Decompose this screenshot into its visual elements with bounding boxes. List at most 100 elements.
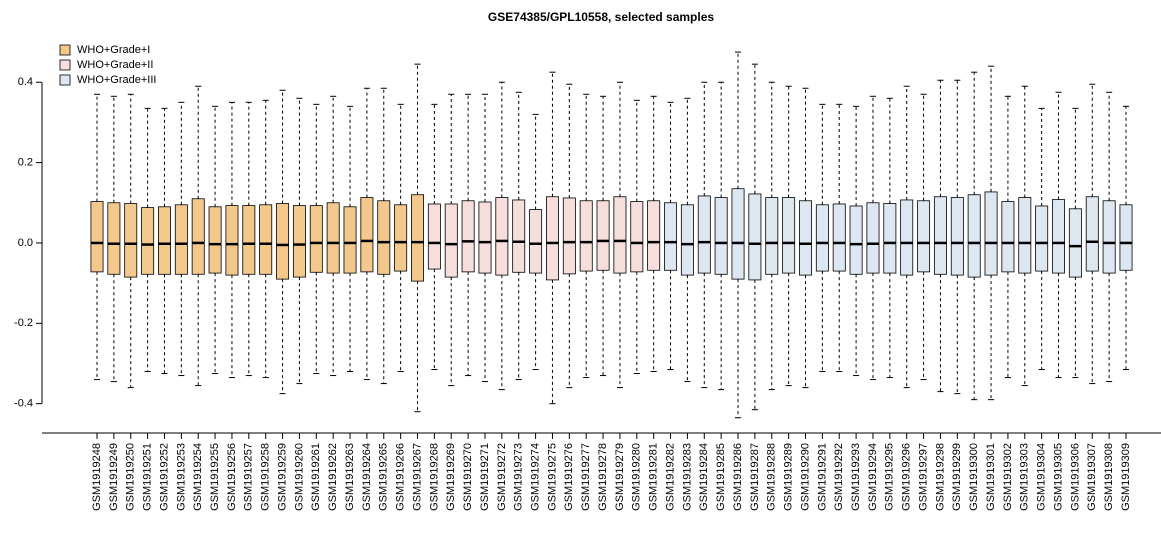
box (849, 205, 863, 275)
x-tick-label: GSM1919290 (799, 443, 811, 511)
box (343, 206, 357, 274)
x-tick-label: GSM1919300 (968, 443, 980, 511)
legend-label: WHO+Grade+I (77, 44, 150, 56)
x-tick-label: GSM1919251 (142, 443, 154, 511)
x-tick-label: GSM1919292 (833, 443, 845, 511)
box (562, 197, 576, 275)
x-tick-label: GSM1919264 (361, 443, 373, 511)
box (680, 204, 694, 276)
box (596, 200, 610, 271)
box (225, 205, 239, 276)
box (276, 203, 290, 280)
legend-swatch (59, 74, 71, 86)
x-tick-label: GSM1919275 (546, 443, 558, 511)
x-tick-label: GSM1919266 (395, 443, 407, 511)
box (933, 196, 947, 275)
x-tick-label: GSM1919257 (243, 443, 255, 511)
box (191, 198, 205, 275)
box (411, 194, 424, 282)
box (866, 202, 880, 274)
box (1018, 197, 1032, 274)
box (360, 197, 374, 273)
box (613, 196, 627, 274)
legend-swatch (59, 44, 71, 56)
x-tick-label: GSM1919301 (985, 443, 997, 511)
x-tick-label: GSM1919258 (260, 443, 272, 511)
box (950, 197, 964, 276)
box (647, 200, 661, 271)
box (1052, 199, 1065, 274)
box (141, 207, 155, 275)
box (495, 197, 509, 276)
y-tick-label: 0.2 (18, 156, 33, 168)
x-tick-label: GSM1919285 (715, 443, 727, 511)
x-tick-label: GSM1919249 (108, 443, 120, 511)
x-tick-label: GSM1919269 (445, 443, 457, 511)
x-tick-label: GSM1919289 (783, 443, 795, 511)
box (427, 203, 441, 270)
box (815, 204, 829, 272)
x-tick-label: GSM1919294 (867, 443, 879, 511)
x-tick-label: GSM1919305 (1052, 443, 1064, 511)
box (478, 201, 492, 274)
box (883, 203, 897, 274)
x-tick-label: GSM1919274 (529, 443, 541, 511)
box (967, 194, 981, 278)
x-tick-label: GSM1919298 (934, 443, 946, 511)
x-tick-label: GSM1919288 (766, 443, 778, 511)
box (461, 200, 475, 273)
x-tick-label: GSM1919260 (293, 443, 305, 511)
box (529, 209, 543, 274)
x-tick-label: GSM1919286 (732, 443, 744, 511)
box (326, 202, 340, 274)
box (1119, 204, 1133, 271)
box (174, 204, 188, 275)
box (748, 193, 762, 281)
box (731, 188, 745, 280)
x-tick-label: GSM1919276 (563, 443, 575, 511)
box (697, 195, 711, 274)
x-tick-label: GSM1919307 (1086, 443, 1098, 511)
x-tick-label: GSM1919262 (327, 443, 339, 511)
x-tick-label: GSM1919281 (648, 443, 660, 511)
x-tick-label: GSM1919267 (411, 443, 423, 511)
box (512, 199, 526, 273)
box (984, 191, 998, 276)
x-tick-label: GSM1919252 (158, 443, 170, 511)
chart-title: GSE74385/GPL10558, selected samples (488, 10, 714, 24)
x-tick-label: GSM1919263 (344, 443, 356, 511)
box (208, 206, 222, 274)
x-tick-label: GSM1919282 (664, 443, 676, 511)
box (799, 200, 812, 276)
box (259, 204, 273, 275)
x-tick-label: GSM1919280 (631, 443, 643, 511)
x-tick-label: GSM1919268 (428, 443, 440, 511)
x-tick-label: GSM1919279 (614, 443, 626, 511)
x-tick-label: GSM1919304 (1036, 443, 1048, 511)
x-tick-label: GSM1919297 (917, 443, 929, 511)
box (782, 197, 796, 274)
x-tick-label: GSM1919248 (91, 443, 103, 511)
x-tick-label: GSM1919303 (1019, 443, 1031, 511)
box (664, 202, 678, 271)
x-tick-label: GSM1919253 (175, 443, 187, 511)
x-tick-label: GSM1919272 (496, 443, 508, 511)
legend-swatch (59, 59, 71, 71)
box (714, 197, 728, 275)
x-tick-label: GSM1919261 (310, 443, 322, 511)
box (158, 206, 171, 275)
x-tick-label: GSM1919255 (209, 443, 221, 511)
x-tick-label: GSM1919277 (580, 443, 592, 511)
box (292, 205, 306, 278)
x-tick-label: GSM1919273 (513, 443, 525, 511)
box (630, 201, 644, 273)
x-tick-label: GSM1919293 (850, 443, 862, 511)
box (90, 201, 104, 273)
box (1001, 201, 1015, 273)
x-tick-label: GSM1919291 (816, 443, 828, 511)
x-tick-label: GSM1919296 (901, 443, 913, 511)
box (1068, 208, 1082, 278)
x-tick-label: GSM1919287 (749, 443, 761, 511)
x-tick-label: GSM1919278 (597, 443, 609, 511)
